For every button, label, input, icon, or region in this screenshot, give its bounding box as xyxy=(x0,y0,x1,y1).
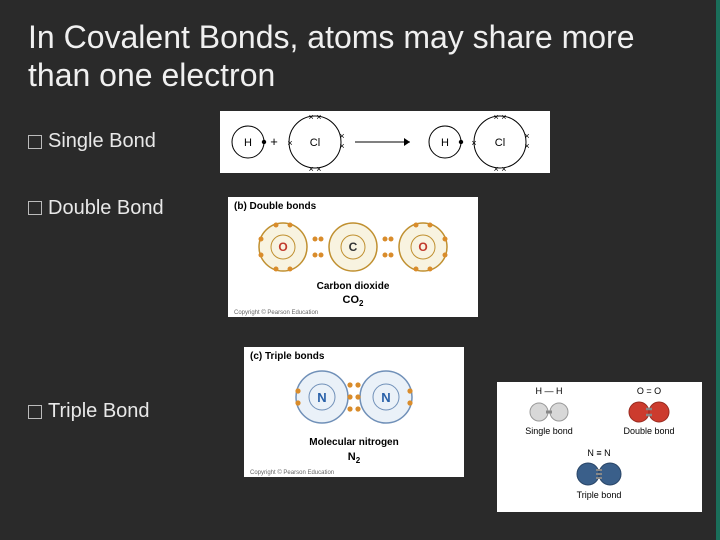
svg-text:H: H xyxy=(441,137,449,149)
bullet-double-label: Double Bond xyxy=(48,197,164,220)
svg-text:H: H xyxy=(244,137,252,149)
svg-text:N ≡ N: N ≡ N xyxy=(587,448,610,458)
bullet-triple: Triple Bond xyxy=(28,400,208,423)
svg-text:Single bond: Single bond xyxy=(525,426,573,436)
svg-text:+: + xyxy=(270,134,278,149)
bullet-single-label: Single Bond xyxy=(48,130,156,153)
svg-text:Double bond: Double bond xyxy=(623,426,674,436)
triple-header: (c) Triple bonds xyxy=(250,351,325,362)
page-title: In Covalent Bonds, atoms may share more … xyxy=(28,18,692,95)
svg-text:O = O: O = O xyxy=(637,386,661,396)
row-double-bond: Double Bond (b) Double bonds O C O xyxy=(28,197,692,317)
svg-text:H — H: H — H xyxy=(536,386,563,396)
bullet-single: Single Bond xyxy=(28,130,208,153)
accent-bar xyxy=(716,0,720,540)
bullet-double: Double Bond xyxy=(28,197,208,220)
row-single-bond: Single Bond H + Cl × × × × × × × xyxy=(28,111,692,173)
svg-text:× ×: × × xyxy=(308,164,321,173)
bullet-box-icon xyxy=(28,135,42,149)
svg-text:×: × xyxy=(471,138,476,148)
svg-text:Cl: Cl xyxy=(495,137,505,149)
double-bond-diagram: (b) Double bonds O C O xyxy=(228,197,478,317)
svg-text:×: × xyxy=(524,131,529,141)
svg-text:× ×: × × xyxy=(493,112,506,122)
svg-text:O: O xyxy=(278,240,287,254)
triple-bond-diagram: (c) Triple bonds N N Molecular nitrogen xyxy=(244,347,464,477)
svg-text:Molecular nitrogen: Molecular nitrogen xyxy=(309,437,398,448)
svg-text:CO2: CO2 xyxy=(343,294,365,308)
svg-text:N: N xyxy=(317,390,326,405)
svg-text:×: × xyxy=(287,138,292,148)
bullet-box-icon xyxy=(28,201,42,215)
bullet-triple-label: Triple Bond xyxy=(48,400,150,423)
svg-text:Cl: Cl xyxy=(310,137,320,149)
svg-text:Copyright © Pearson Education: Copyright © Pearson Education xyxy=(250,469,334,476)
single-bond-diagram: H + Cl × × × × × × × H xyxy=(220,111,550,173)
svg-text:O: O xyxy=(418,240,427,254)
svg-text:Triple bond: Triple bond xyxy=(577,490,622,500)
svg-text:Copyright © Pearson Education: Copyright © Pearson Education xyxy=(234,309,318,316)
svg-text:×: × xyxy=(524,141,529,151)
svg-text:×: × xyxy=(339,141,344,151)
svg-text:N: N xyxy=(381,390,390,405)
svg-text:× ×: × × xyxy=(308,112,321,122)
svg-text:× ×: × × xyxy=(493,164,506,173)
bond-models-panel: H — H Single bond O = O Double bond N ≡ … xyxy=(497,382,702,512)
svg-text:×: × xyxy=(339,131,344,141)
svg-text:N2: N2 xyxy=(348,451,361,465)
svg-text:C: C xyxy=(349,240,358,254)
double-header: (b) Double bonds xyxy=(234,201,317,212)
bullet-box-icon xyxy=(28,405,42,419)
svg-text:Carbon dioxide: Carbon dioxide xyxy=(317,281,390,292)
